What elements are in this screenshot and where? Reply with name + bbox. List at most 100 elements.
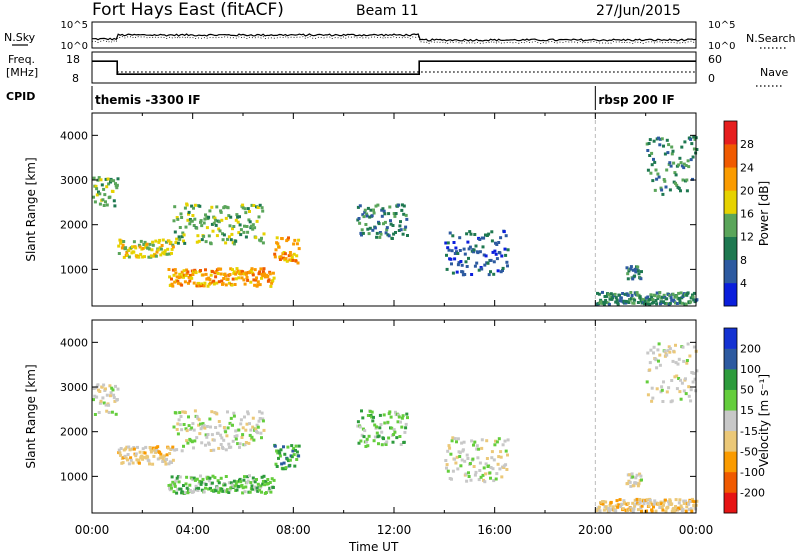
freq-unit-label: [MHz] — [6, 66, 38, 79]
data-cell — [185, 268, 189, 272]
data-cell — [664, 509, 668, 513]
data-cell — [214, 223, 218, 227]
data-cell — [113, 399, 117, 403]
data-cell — [114, 412, 118, 416]
data-cell — [467, 471, 470, 475]
data-cell — [491, 467, 495, 471]
data-cell — [195, 415, 199, 419]
data-cell — [108, 195, 112, 199]
data-cell — [667, 386, 671, 390]
data-cell — [167, 268, 171, 271]
data-cell — [202, 284, 206, 288]
data-cell — [646, 501, 650, 505]
data-cell — [671, 359, 675, 363]
data-cell — [173, 448, 177, 452]
data-cell — [155, 449, 159, 452]
data-cell — [170, 251, 173, 255]
data-cell — [220, 218, 224, 222]
data-cell — [199, 422, 202, 426]
data-cell — [476, 456, 480, 460]
data-cell — [469, 478, 473, 482]
data-cell — [169, 483, 173, 487]
data-cell — [380, 443, 384, 447]
data-cell — [170, 282, 174, 286]
data-cell — [391, 440, 395, 444]
data-cell — [492, 458, 496, 462]
data-cell — [241, 426, 245, 430]
data-cell — [166, 446, 170, 450]
data-cell — [243, 224, 246, 228]
data-cell — [689, 500, 693, 503]
data-cell — [260, 411, 264, 415]
data-cell — [446, 246, 450, 250]
data-cell — [667, 345, 671, 349]
data-cell — [207, 479, 211, 483]
data-cell — [621, 507, 625, 511]
colorbar-tick-label: 50 — [740, 384, 754, 397]
data-cell — [604, 505, 608, 509]
data-cell — [375, 231, 379, 235]
data-cell — [223, 205, 227, 209]
data-cell — [649, 348, 653, 352]
data-cell — [688, 354, 692, 358]
data-cell — [219, 210, 223, 214]
data-cell — [691, 380, 695, 384]
data-cell — [392, 428, 396, 432]
colorbar-tick-label: 24 — [740, 161, 754, 174]
data-cell — [670, 145, 674, 149]
data-cell — [384, 443, 388, 446]
data-cell — [483, 263, 487, 267]
data-cell — [210, 222, 214, 226]
data-cell — [212, 221, 216, 225]
data-cell — [404, 426, 408, 430]
data-cell — [624, 301, 628, 305]
data-cell — [614, 509, 618, 513]
data-cell — [253, 485, 257, 489]
data-cell — [261, 270, 265, 274]
data-cell — [491, 250, 495, 254]
data-cell — [227, 442, 231, 446]
data-cell — [402, 440, 406, 444]
data-cell — [470, 439, 474, 443]
data-cell — [187, 275, 191, 279]
data-cell — [144, 445, 148, 449]
data-cell — [392, 212, 396, 215]
data-cell — [182, 484, 185, 487]
data-cell — [652, 300, 655, 304]
data-cell — [243, 415, 246, 419]
data-cell — [277, 449, 281, 453]
data-cell — [247, 441, 251, 445]
data-cell — [648, 361, 652, 365]
data-cell — [173, 280, 177, 284]
data-cell — [607, 509, 611, 513]
data-cell — [478, 250, 482, 254]
data-cell — [104, 387, 107, 391]
data-cell — [292, 242, 296, 246]
data-cell — [291, 258, 295, 262]
data-cell — [241, 486, 245, 490]
y-tick-label: 4000 — [60, 129, 88, 142]
data-cell — [668, 301, 672, 305]
data-cell — [256, 425, 260, 429]
data-cell — [648, 368, 652, 372]
data-cell — [292, 447, 296, 450]
data-cell — [234, 272, 238, 276]
data-cell — [294, 444, 298, 448]
data-cell — [175, 237, 179, 241]
data-cell — [651, 396, 655, 400]
data-cell — [244, 441, 248, 444]
data-cell — [164, 462, 168, 466]
data-cell — [478, 238, 482, 241]
data-cell — [224, 283, 228, 287]
data-cell — [383, 220, 387, 224]
data-cell — [375, 235, 379, 239]
data-cell — [379, 423, 383, 426]
data-cell — [404, 422, 408, 426]
data-cell — [135, 458, 139, 462]
data-cell — [654, 168, 658, 172]
data-cell — [383, 212, 387, 216]
data-cell — [188, 489, 192, 492]
data-cell — [666, 151, 670, 155]
data-cell — [278, 258, 282, 261]
data-cell — [619, 505, 623, 509]
